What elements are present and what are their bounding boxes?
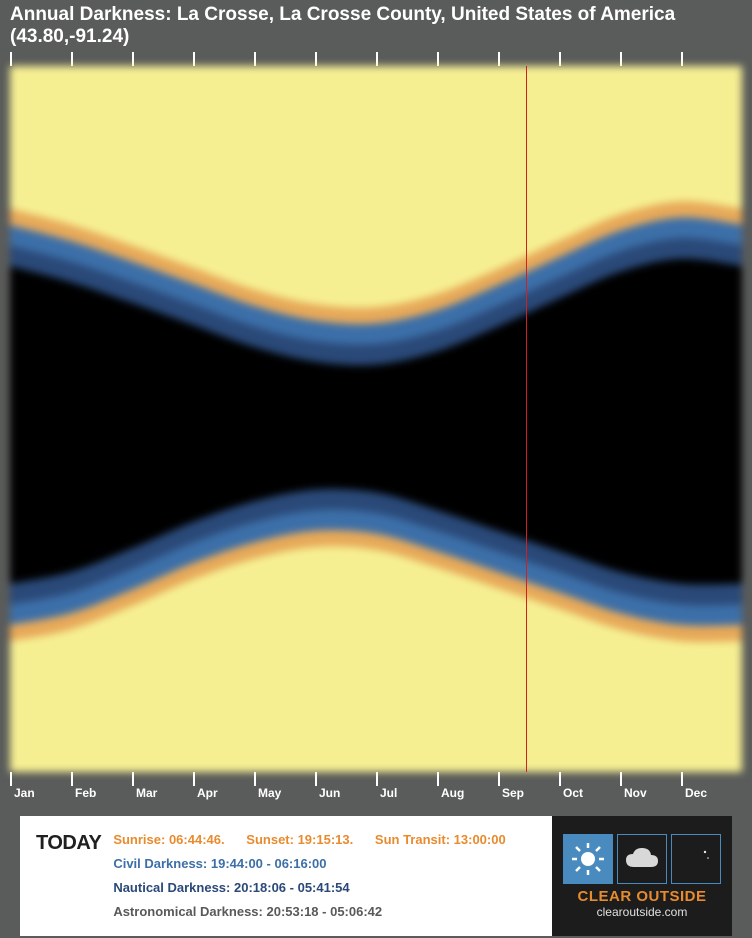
darkness-plot [10, 66, 742, 772]
footer: TODAY Sunrise: 06:44:46. Sunset: 19:15:1… [20, 816, 732, 936]
today-marker [526, 66, 527, 772]
civil-row: Civil Darkness: 19:44:00 - 06:16:00 [113, 852, 542, 876]
today-panel: TODAY Sunrise: 06:44:46. Sunset: 19:15:1… [20, 816, 552, 936]
month-label: Sep [498, 786, 559, 800]
month-label: Apr [193, 786, 254, 800]
astro-row: Astronomical Darkness: 20:53:18 - 05:06:… [113, 900, 542, 924]
month-ticks-bottom [10, 772, 742, 786]
sunset-value: 19:15:13. [298, 832, 354, 847]
month-label: Jun [315, 786, 376, 800]
nautical-row: Nautical Darkness: 20:18:06 - 05:41:54 [113, 876, 542, 900]
month-axis: JanFebMarAprMayJunJulAugSepOctNovDec [10, 786, 742, 800]
brand-icons [563, 834, 721, 884]
moon-icon [671, 834, 721, 884]
cloud-icon [617, 834, 667, 884]
month-label: Feb [71, 786, 132, 800]
brand-panel: CLEAR OUTSIDE clearoutside.com [552, 816, 732, 936]
sunset-label: Sunset: [246, 832, 294, 847]
astro-value: 20:53:18 - 05:06:42 [267, 904, 383, 919]
month-ticks-top [10, 52, 742, 66]
nautical-value: 20:18:06 - 05:41:54 [234, 880, 350, 895]
today-heading: TODAY [30, 824, 113, 928]
civil-label: Civil Darkness: [113, 856, 207, 871]
month-label: Mar [132, 786, 193, 800]
month-label: Aug [437, 786, 498, 800]
brand-url: clearoutside.com [597, 905, 688, 919]
page-title: Annual Darkness: La Crosse, La Crosse Co… [0, 0, 752, 52]
month-label: Dec [681, 786, 742, 800]
astro-label: Astronomical Darkness: [113, 904, 263, 919]
sun-times-row: Sunrise: 06:44:46. Sunset: 19:15:13. Sun… [113, 828, 542, 852]
transit-label: Sun Transit: [375, 832, 450, 847]
sun-icon [563, 834, 613, 884]
brand-name: CLEAR OUTSIDE [577, 888, 706, 905]
today-data: Sunrise: 06:44:46. Sunset: 19:15:13. Sun… [113, 824, 542, 928]
nautical-label: Nautical Darkness: [113, 880, 230, 895]
transit-value: 13:00:00 [454, 832, 506, 847]
month-label: May [254, 786, 315, 800]
sunrise-label: Sunrise: [113, 832, 165, 847]
month-label: Oct [559, 786, 620, 800]
sunrise-value: 06:44:46. [169, 832, 225, 847]
civil-value: 19:44:00 - 06:16:00 [211, 856, 327, 871]
month-label: Nov [620, 786, 681, 800]
month-label: Jan [10, 786, 71, 800]
month-label: Jul [376, 786, 437, 800]
darkness-chart: JanFebMarAprMayJunJulAugSepOctNovDec [10, 52, 742, 800]
